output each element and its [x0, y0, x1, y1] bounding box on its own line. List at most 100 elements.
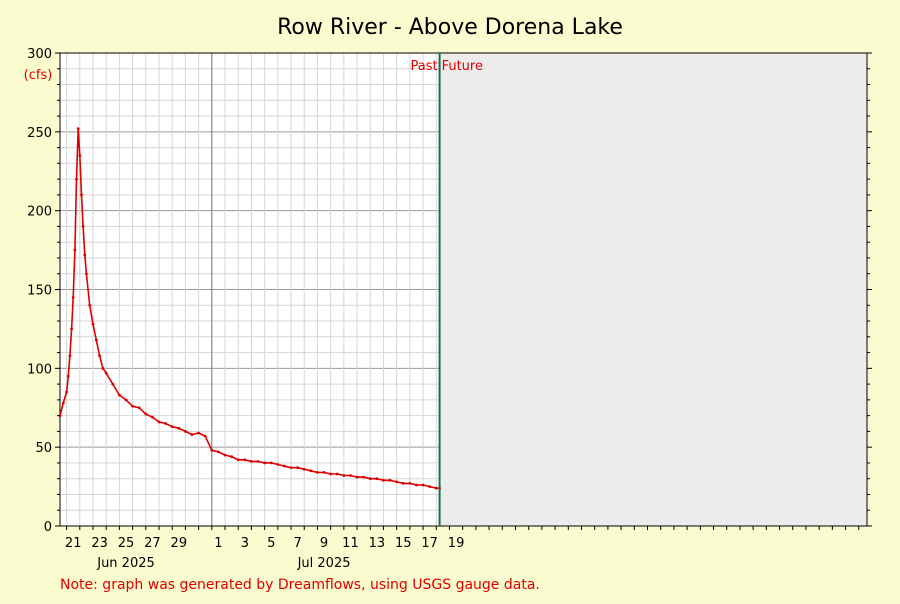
data-point [263, 461, 267, 465]
future-label: Future [442, 59, 483, 74]
data-point [250, 459, 253, 463]
data-point [210, 448, 214, 452]
data-point [101, 366, 105, 370]
future-region [439, 53, 867, 526]
data-point [382, 478, 385, 482]
data-point [81, 225, 85, 228]
data-point [223, 453, 227, 457]
x-tick-label: 17 [421, 536, 438, 551]
data-point [368, 477, 372, 481]
data-point [329, 472, 333, 476]
data-point [98, 354, 102, 358]
x-tick-label: 1 [214, 536, 222, 551]
x-tick-label: 19 [448, 536, 465, 551]
data-point [283, 464, 286, 468]
data-point [269, 461, 273, 465]
data-point [203, 434, 207, 438]
chart-title: Row River - Above Dorena Lake [277, 15, 623, 40]
data-point [80, 193, 83, 197]
data-point [243, 458, 247, 462]
data-point [157, 420, 161, 424]
data-point [335, 472, 339, 476]
x-tick-label: 5 [267, 536, 275, 551]
data-point [217, 450, 220, 454]
data-point [91, 322, 95, 326]
data-point [309, 469, 313, 473]
data-point [415, 483, 418, 487]
data-point [395, 480, 399, 484]
data-point [355, 475, 359, 479]
data-point [375, 477, 379, 481]
data-point [236, 458, 240, 462]
x-tick-label: 27 [144, 536, 161, 551]
data-point [296, 466, 300, 470]
month-label: Jul 2025 [297, 556, 351, 571]
data-point [322, 470, 326, 474]
data-point [75, 177, 78, 181]
data-point [408, 482, 412, 485]
data-point [170, 425, 174, 429]
y-axis-unit-label: (cfs) [24, 68, 53, 83]
data-point [124, 398, 128, 402]
data-point [111, 382, 115, 386]
data-point [428, 485, 432, 488]
y-tick-label: 250 [27, 126, 52, 141]
data-point [256, 459, 260, 463]
data-point [144, 412, 148, 416]
y-tick-label: 50 [35, 441, 52, 456]
data-point [71, 295, 75, 299]
x-tick-label: 11 [342, 536, 359, 551]
data-point [302, 467, 306, 471]
data-point [118, 393, 121, 397]
data-point [104, 371, 108, 375]
x-tick-label: 13 [369, 536, 386, 551]
data-point [83, 253, 87, 257]
source-note: Note: graph was generated by Dreamflows,… [60, 577, 540, 593]
data-point [362, 475, 366, 479]
x-tick-label: 15 [395, 536, 412, 551]
data-point [434, 486, 438, 490]
data-point [88, 303, 92, 307]
y-tick-label: 150 [27, 284, 52, 299]
data-point [342, 474, 346, 477]
data-point [85, 272, 88, 276]
data-point [164, 422, 168, 425]
data-point [316, 470, 319, 474]
month-label: Jun 2025 [96, 556, 155, 571]
x-tick-label: 3 [241, 536, 249, 551]
data-point [66, 374, 70, 378]
y-tick-label: 300 [27, 47, 52, 62]
data-point [190, 433, 194, 436]
x-tick-label: 23 [91, 536, 108, 551]
data-point [401, 482, 405, 485]
data-point [421, 483, 425, 487]
data-point [289, 466, 293, 470]
data-point [151, 415, 154, 419]
data-point [131, 404, 135, 408]
x-tick-label: 25 [118, 536, 135, 551]
y-tick-label: 100 [27, 362, 52, 377]
y-tick-label: 0 [44, 520, 52, 535]
data-point [349, 474, 352, 477]
x-tick-label: 21 [65, 536, 82, 551]
data-point [94, 338, 98, 342]
data-point [388, 478, 392, 482]
data-point [137, 406, 141, 410]
data-point [230, 455, 234, 459]
y-tick-label: 200 [27, 205, 52, 220]
data-point [177, 426, 181, 430]
data-point [76, 127, 80, 131]
data-point [61, 401, 65, 405]
past-label: Past [410, 59, 437, 74]
data-point [78, 154, 82, 157]
x-tick-label: 7 [294, 536, 302, 551]
data-point [65, 390, 69, 394]
data-point [70, 327, 73, 331]
x-tick-label: 9 [320, 536, 328, 551]
data-point [184, 430, 187, 433]
data-point [276, 463, 280, 466]
data-point [68, 354, 72, 358]
data-point [73, 248, 77, 252]
